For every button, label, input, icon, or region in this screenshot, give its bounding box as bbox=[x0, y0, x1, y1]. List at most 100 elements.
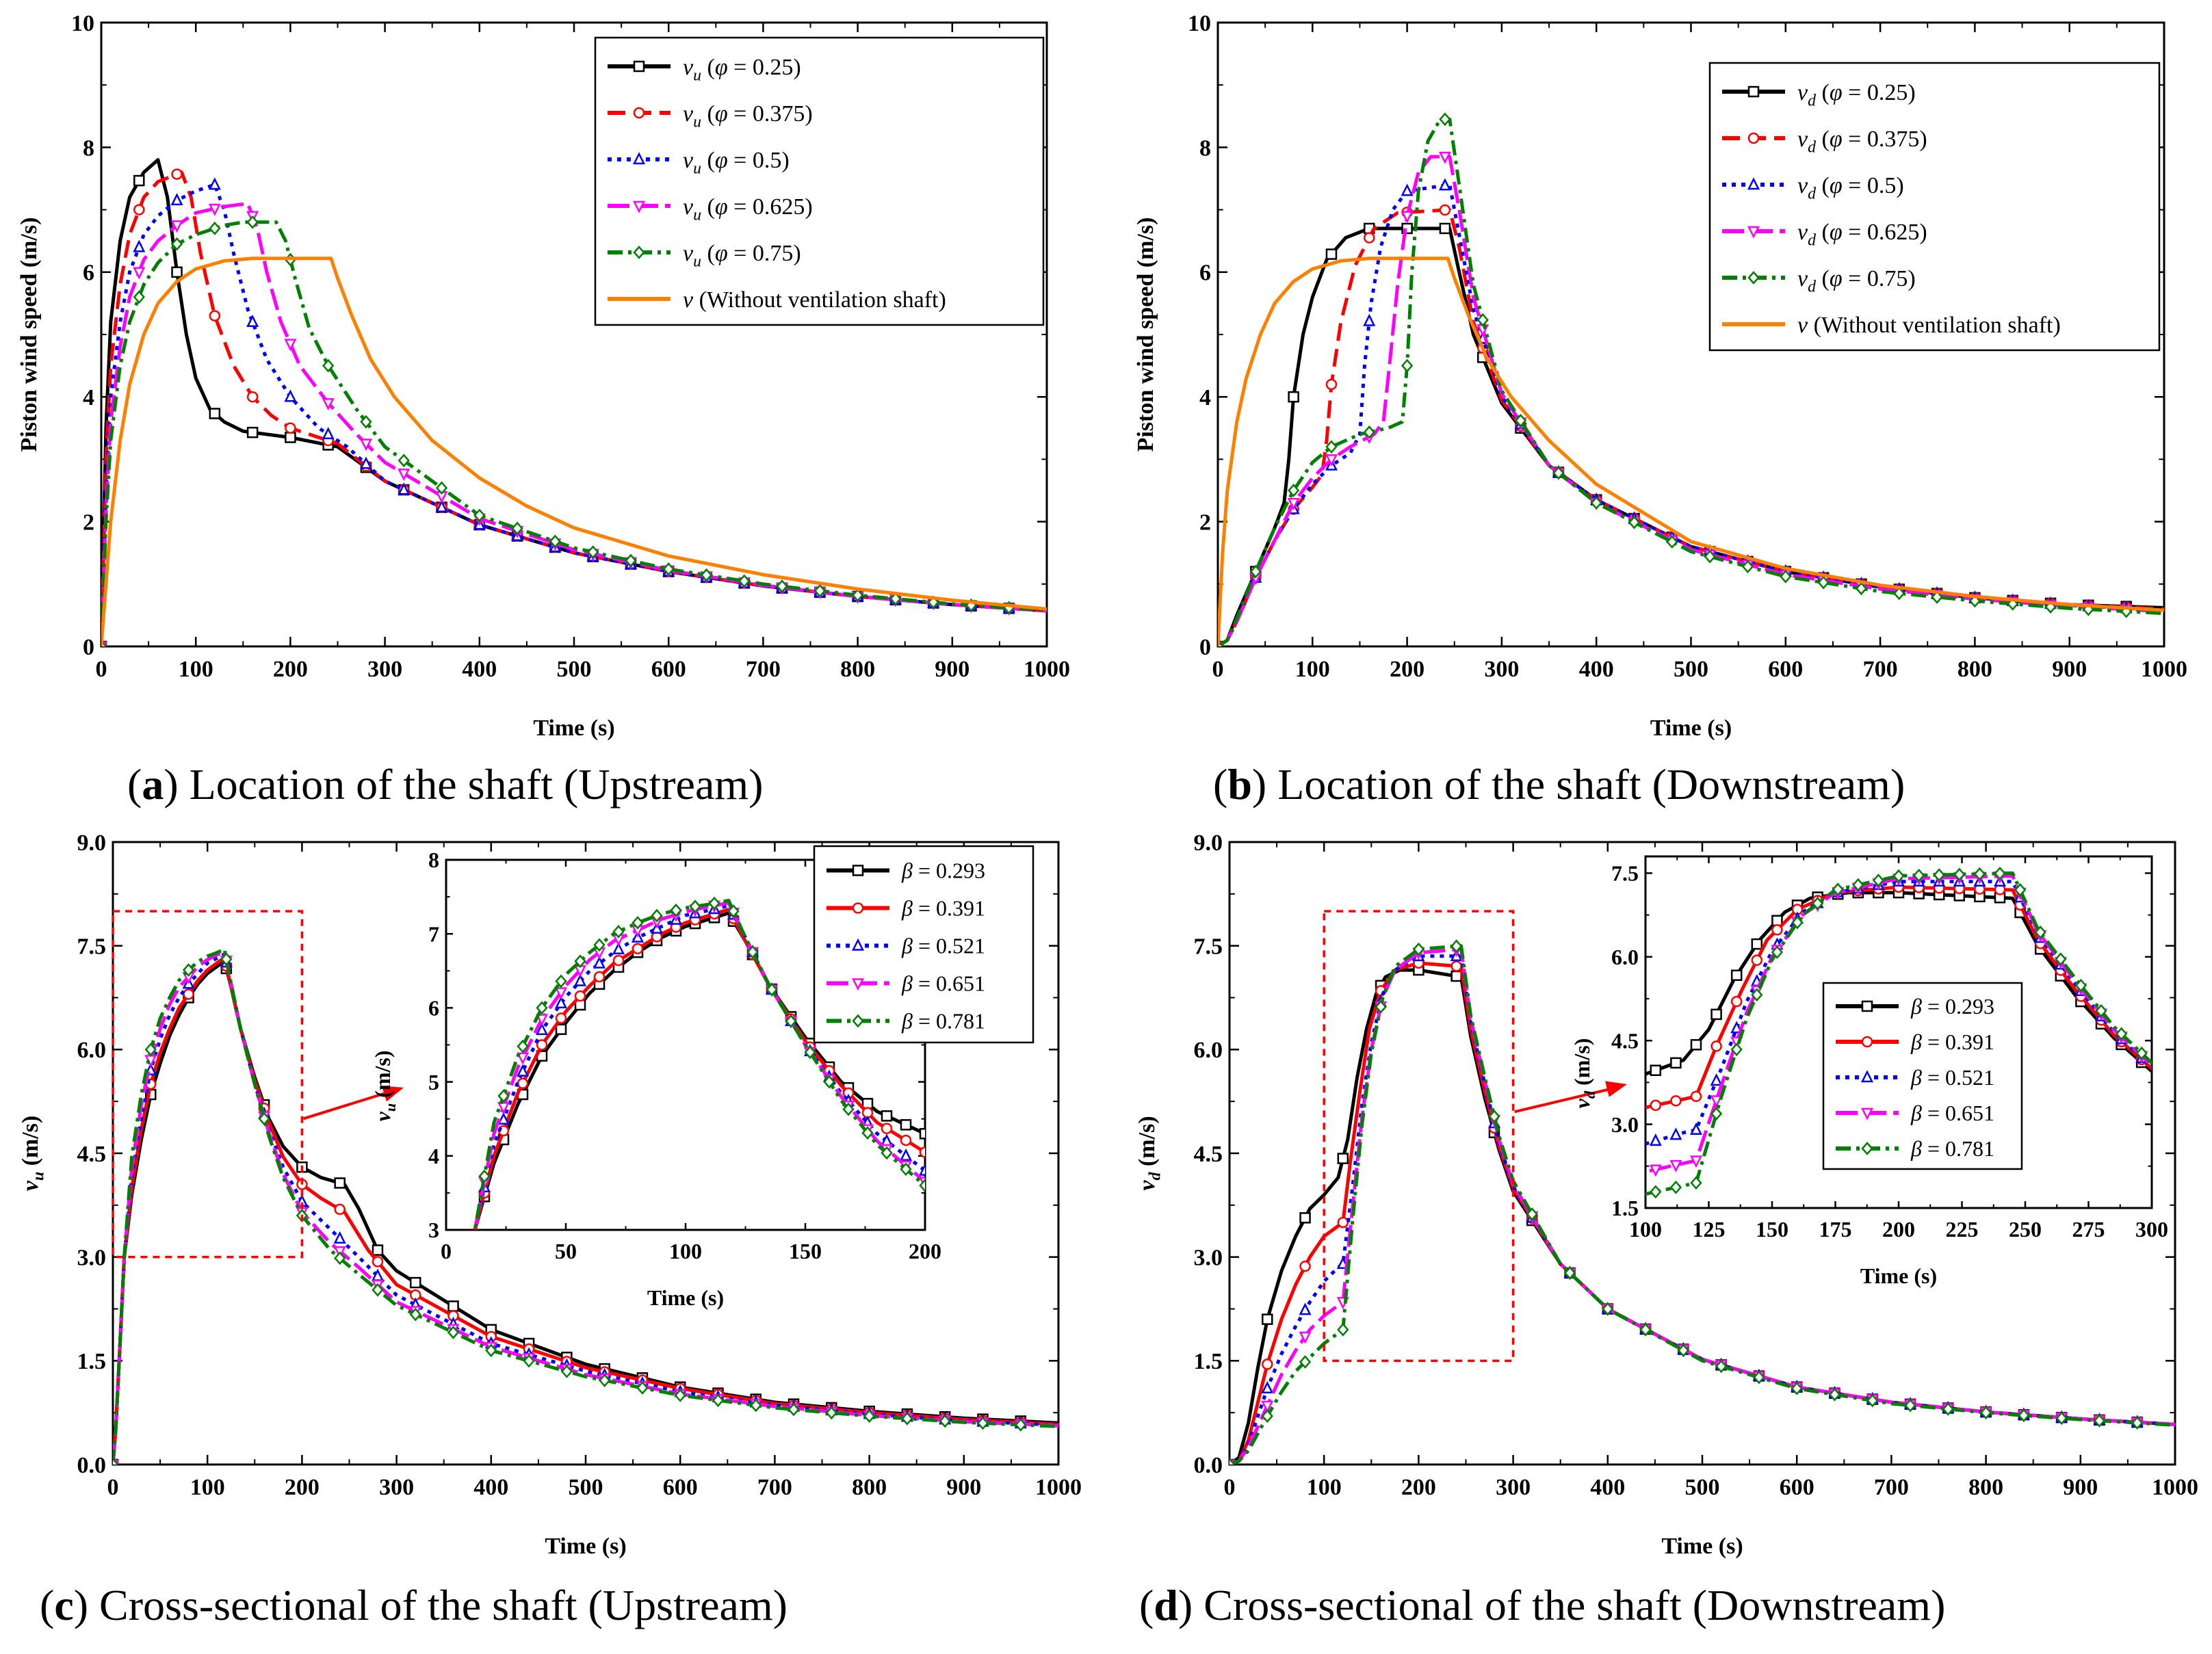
c-legend-param-sym: β bbox=[901, 858, 913, 883]
a-marker bbox=[662, 562, 675, 576]
c-marker bbox=[485, 1343, 497, 1358]
d-marker bbox=[1412, 942, 1425, 956]
c-marker bbox=[750, 1398, 762, 1413]
c-inset-xtick-label: 150 bbox=[789, 1239, 822, 1263]
d-inset-marker bbox=[1832, 882, 1844, 897]
b-marker bbox=[1287, 497, 1300, 511]
d-inset-marker bbox=[1791, 915, 1804, 930]
d-legend-entry-2: β = 0.521 bbox=[1836, 1065, 1994, 1090]
b-legend-param-sym: φ bbox=[1830, 127, 1843, 152]
c-legend-param-val: = 0.391 bbox=[913, 896, 985, 921]
b-ytick-label: 10 bbox=[1188, 11, 1211, 36]
b-legend-marker bbox=[1747, 177, 1760, 190]
c-inset-marker bbox=[651, 908, 663, 923]
c-marker bbox=[560, 1365, 573, 1378]
d-inset-marker bbox=[1670, 1095, 1682, 1107]
d-xtick-label: 500 bbox=[1685, 1475, 1720, 1500]
d-inset-marker bbox=[1912, 868, 1925, 882]
d-inset-xtick-label: 175 bbox=[1819, 1217, 1852, 1242]
d-zoom-box bbox=[1323, 910, 1515, 1363]
c-marker bbox=[182, 963, 195, 977]
a-marker bbox=[208, 203, 221, 216]
c-inset-xlabel: Time (s) bbox=[647, 1285, 724, 1310]
b-legend-label: vd (φ = 0.75) bbox=[1797, 266, 1916, 296]
a-marker bbox=[284, 339, 297, 352]
c-xtick-label: 1000 bbox=[1035, 1475, 1082, 1500]
d-ytick-label: 1.5 bbox=[1194, 1349, 1223, 1374]
c-ytick-label: 9.0 bbox=[77, 830, 107, 856]
c-inset-marker bbox=[804, 1045, 816, 1060]
b-marker bbox=[1438, 178, 1451, 191]
d-legend-entry-3: β = 0.651 bbox=[1836, 1101, 1994, 1125]
d-marker bbox=[1299, 1355, 1312, 1369]
d-xtick-label: 100 bbox=[1307, 1475, 1342, 1500]
d-xtick-label: 700 bbox=[1874, 1475, 1909, 1500]
c-inset-marker bbox=[919, 1179, 925, 1192]
d-marker bbox=[1791, 1381, 1803, 1395]
b-legend-sub: d bbox=[1808, 92, 1816, 109]
d-inset-ylabel-sub: d bbox=[1581, 1090, 1598, 1099]
b-marker bbox=[1893, 586, 1905, 601]
d-legend-label: β = 0.391 bbox=[1910, 1029, 1994, 1054]
c-inset-marker bbox=[842, 1102, 855, 1116]
d-marker bbox=[1261, 1380, 1274, 1394]
d-inset-ylabel-unit: (m/s) bbox=[1570, 1038, 1594, 1091]
b-series-line-5 bbox=[1218, 257, 2164, 646]
c-inset-marker bbox=[536, 1039, 548, 1051]
b-marker bbox=[1288, 391, 1299, 403]
b-legend-sym: v bbox=[1797, 266, 1808, 291]
c-xtick-label: 900 bbox=[946, 1475, 981, 1500]
a-legend-sym: v bbox=[683, 287, 694, 313]
d-marker bbox=[1866, 1393, 1879, 1408]
d-ylabel-sym: v bbox=[1134, 1180, 1160, 1191]
d-xtick-label: 800 bbox=[1968, 1475, 2003, 1500]
b-marker bbox=[1325, 248, 1338, 260]
c-legend-entry-0: β = 0.293 bbox=[827, 858, 985, 883]
c-inset-ytick-label: 3 bbox=[428, 1218, 439, 1242]
d-inset-marker bbox=[2055, 952, 2067, 967]
a-legend-sub: u bbox=[693, 206, 701, 224]
a-ylabel: Piston wind speed (m/s) bbox=[16, 218, 42, 452]
d-marker bbox=[2131, 1416, 2144, 1430]
d-inset-marker bbox=[1690, 1090, 1702, 1103]
a-xtick-label: 900 bbox=[935, 657, 970, 682]
d-marker bbox=[1337, 1216, 1349, 1229]
b-legend-paren: ( bbox=[1816, 127, 1830, 152]
a-xtick-label: 300 bbox=[367, 657, 402, 682]
d-legend-param-sym: β bbox=[1910, 1029, 1922, 1054]
d-inset-marker bbox=[1811, 896, 1824, 910]
c-marker bbox=[372, 1244, 384, 1256]
d-inset-marker bbox=[2034, 926, 2046, 939]
d-marker bbox=[2093, 1413, 2106, 1428]
d-series-line-4 bbox=[1229, 944, 2175, 1465]
c-inset-marker bbox=[516, 1052, 530, 1065]
c-xtick-label: 800 bbox=[852, 1475, 887, 1500]
c-series-line-4 bbox=[113, 947, 1058, 1465]
d-inset-marker bbox=[1649, 1133, 1662, 1146]
d-inset-marker bbox=[1872, 874, 1885, 887]
a-legend-param-sym: φ bbox=[715, 101, 728, 127]
c-marker bbox=[409, 1307, 421, 1322]
d-marker bbox=[1715, 1359, 1728, 1374]
c-inset-xtick-label: 50 bbox=[555, 1239, 577, 1263]
c-ylabel-unit: (m/s) bbox=[18, 1116, 43, 1172]
a-marker bbox=[285, 422, 296, 434]
b-legend-label: v (Without ventilation shaft) bbox=[1797, 313, 2061, 338]
c-series-4 bbox=[113, 947, 1058, 1465]
d-inset-marker bbox=[1730, 995, 1743, 1008]
b-legend-sub: d bbox=[1808, 231, 1816, 249]
b-marker bbox=[1666, 535, 1678, 549]
a-ytick-label: 6 bbox=[83, 261, 94, 286]
d-marker bbox=[1450, 970, 1462, 982]
b-ytick-label: 4 bbox=[1199, 385, 1211, 410]
c-marker bbox=[409, 1276, 421, 1289]
a-marker bbox=[359, 456, 372, 469]
caption-b-letter: b bbox=[1227, 760, 1252, 809]
c-xtick-label: 200 bbox=[285, 1475, 320, 1500]
d-inset-marker bbox=[1710, 1107, 1723, 1121]
c-inset-marker bbox=[535, 1014, 549, 1027]
a-marker bbox=[170, 193, 183, 206]
c-xlabel: Time (s) bbox=[545, 1534, 626, 1559]
a-legend-label: vu (φ = 0.5) bbox=[683, 148, 790, 178]
c-inset-marker bbox=[478, 1169, 491, 1183]
